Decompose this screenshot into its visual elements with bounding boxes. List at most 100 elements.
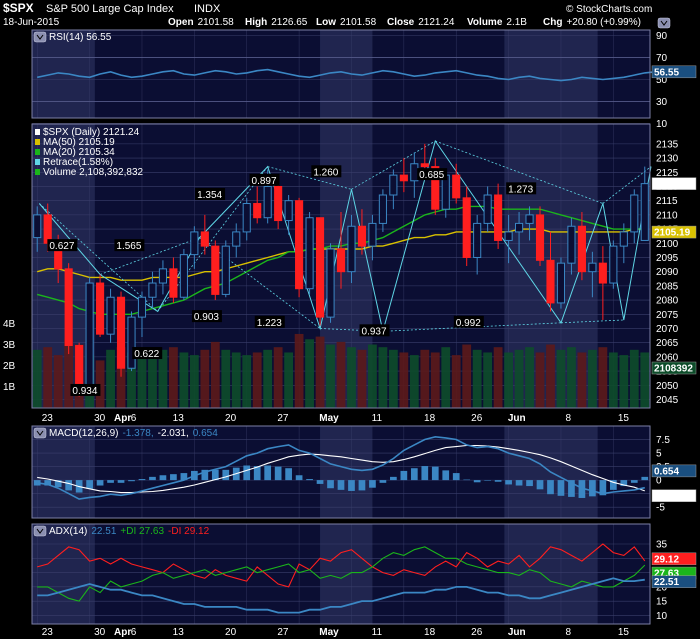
macd-histogram-bar bbox=[337, 480, 345, 490]
x-axis-label: Apr bbox=[114, 627, 131, 638]
volume-bar bbox=[169, 347, 178, 408]
candle-body bbox=[640, 183, 649, 241]
price-x-axis: 23 30 Apr 6 13 20 27 May 11 18 26 Jun 8 15 bbox=[42, 413, 630, 424]
x-axis-label: 13 bbox=[173, 627, 185, 638]
rsi-tick-label: 90 bbox=[656, 31, 668, 42]
retrace-label: 0.627 bbox=[49, 241, 74, 252]
macd-menu-button bbox=[33, 427, 47, 439]
volume-bar bbox=[409, 355, 419, 408]
candle-body bbox=[389, 174, 398, 196]
chevron-down-icon bbox=[36, 34, 44, 40]
zoom-button bbox=[657, 17, 671, 29]
volume-bar bbox=[137, 355, 147, 408]
x-axis-label: 26 bbox=[471, 413, 483, 424]
macd-histogram-bar bbox=[295, 475, 303, 481]
macd-histogram-bar bbox=[369, 480, 376, 488]
candle-body bbox=[315, 217, 325, 318]
retrace-label: 1.354 bbox=[197, 190, 222, 201]
candle-body bbox=[64, 268, 73, 347]
price-tick-label: 2060 bbox=[656, 352, 679, 363]
candle-body bbox=[253, 203, 262, 219]
macd-value: -1.378 bbox=[654, 491, 683, 502]
price-tick-label: 2130 bbox=[656, 154, 679, 165]
volume-tick-label: 3B bbox=[3, 340, 16, 351]
adx-menu-button bbox=[33, 525, 47, 537]
candle-body bbox=[473, 222, 482, 258]
candle-body bbox=[410, 163, 419, 182]
volume-bar bbox=[200, 349, 210, 408]
macd-histogram-bar bbox=[170, 474, 177, 481]
retrace-label-box bbox=[191, 310, 222, 323]
x-axis-label: 8 bbox=[565, 627, 571, 638]
candle-body bbox=[305, 217, 314, 290]
retrace-label: 0.685 bbox=[419, 170, 444, 181]
x-axis-label: 13 bbox=[173, 413, 185, 424]
candle-body bbox=[399, 174, 408, 182]
x-axis-label: May bbox=[319, 413, 339, 424]
candle-body bbox=[535, 214, 545, 261]
x-axis-label: Jun bbox=[508, 627, 526, 638]
macd-histogram-bar bbox=[138, 479, 146, 481]
macd-hist-value: 0.654 bbox=[654, 466, 679, 477]
candle-body bbox=[452, 174, 461, 199]
candle-body bbox=[504, 231, 513, 241]
macd-histogram-bar bbox=[609, 480, 617, 490]
macd-histogram-bar bbox=[599, 480, 607, 496]
volume-bar bbox=[556, 349, 566, 408]
macd-histogram-bar bbox=[536, 480, 544, 490]
macd-hist-value-box bbox=[651, 464, 697, 478]
candle-body bbox=[158, 268, 167, 284]
price-tick-label: 2125 bbox=[656, 168, 679, 179]
macd-histogram-bar bbox=[201, 469, 209, 481]
x-axis-label: 30 bbox=[94, 627, 106, 638]
adx-legend-item: 22.51 bbox=[91, 526, 116, 537]
adx-panel-border bbox=[31, 523, 651, 625]
volume-swatch-icon bbox=[35, 169, 40, 175]
macd-value-box bbox=[651, 489, 697, 502]
close-value: 2121.24 bbox=[418, 17, 455, 28]
volume-bar bbox=[598, 347, 608, 408]
macd-histogram-bar bbox=[442, 470, 450, 481]
volume-value-label-box bbox=[651, 361, 697, 375]
adx-legend-item: -DI 29.12 bbox=[168, 526, 210, 537]
price-tick-label: 2070 bbox=[656, 324, 679, 335]
rsi-last-value: 56.55 bbox=[654, 67, 679, 78]
date-label: 18-Jun-2015 bbox=[3, 17, 60, 28]
retrace-label: 1.565 bbox=[116, 241, 141, 252]
candle-body bbox=[96, 282, 105, 335]
candle-body bbox=[295, 200, 304, 290]
macd-histogram-bar bbox=[431, 466, 439, 481]
candle-body bbox=[263, 185, 272, 219]
candle-body bbox=[336, 248, 346, 273]
retrace-label-box bbox=[47, 239, 78, 252]
close-label: Close bbox=[387, 17, 415, 28]
candle-body bbox=[33, 214, 42, 239]
macd-legend-item: 0.654 bbox=[193, 428, 218, 439]
x-axis-label: 18 bbox=[424, 627, 436, 638]
volume-bar bbox=[273, 347, 283, 408]
volume-bar bbox=[127, 352, 136, 408]
candle-body bbox=[179, 254, 188, 298]
plus-di-value: 27.63 bbox=[654, 569, 679, 580]
price-tick-label: 2075 bbox=[656, 310, 679, 321]
x-axis-label: 23 bbox=[42, 627, 54, 638]
volume-bar bbox=[493, 347, 503, 408]
retrace-label: 0.934 bbox=[72, 386, 97, 397]
volume-bar bbox=[210, 341, 220, 408]
x-axis-label: 18 bbox=[424, 413, 436, 424]
volume-bar bbox=[451, 355, 461, 408]
open-value: 2101.58 bbox=[198, 17, 235, 28]
x-axis-label: 11 bbox=[372, 413, 383, 424]
macd-line bbox=[37, 435, 645, 500]
rsi-tick-label: 10 bbox=[656, 119, 668, 130]
macd-histogram-bar bbox=[253, 466, 261, 481]
macd-histogram-bar bbox=[211, 469, 219, 481]
adx-shade-band bbox=[320, 524, 373, 624]
macd-histogram-bar bbox=[547, 480, 554, 495]
retrace-label: 0.937 bbox=[362, 326, 387, 337]
retrace-dashed-line bbox=[39, 203, 158, 312]
candle-body bbox=[190, 231, 199, 256]
volume-bar bbox=[546, 344, 555, 408]
volume-bar bbox=[158, 349, 168, 408]
retrace-label-box bbox=[359, 324, 390, 337]
